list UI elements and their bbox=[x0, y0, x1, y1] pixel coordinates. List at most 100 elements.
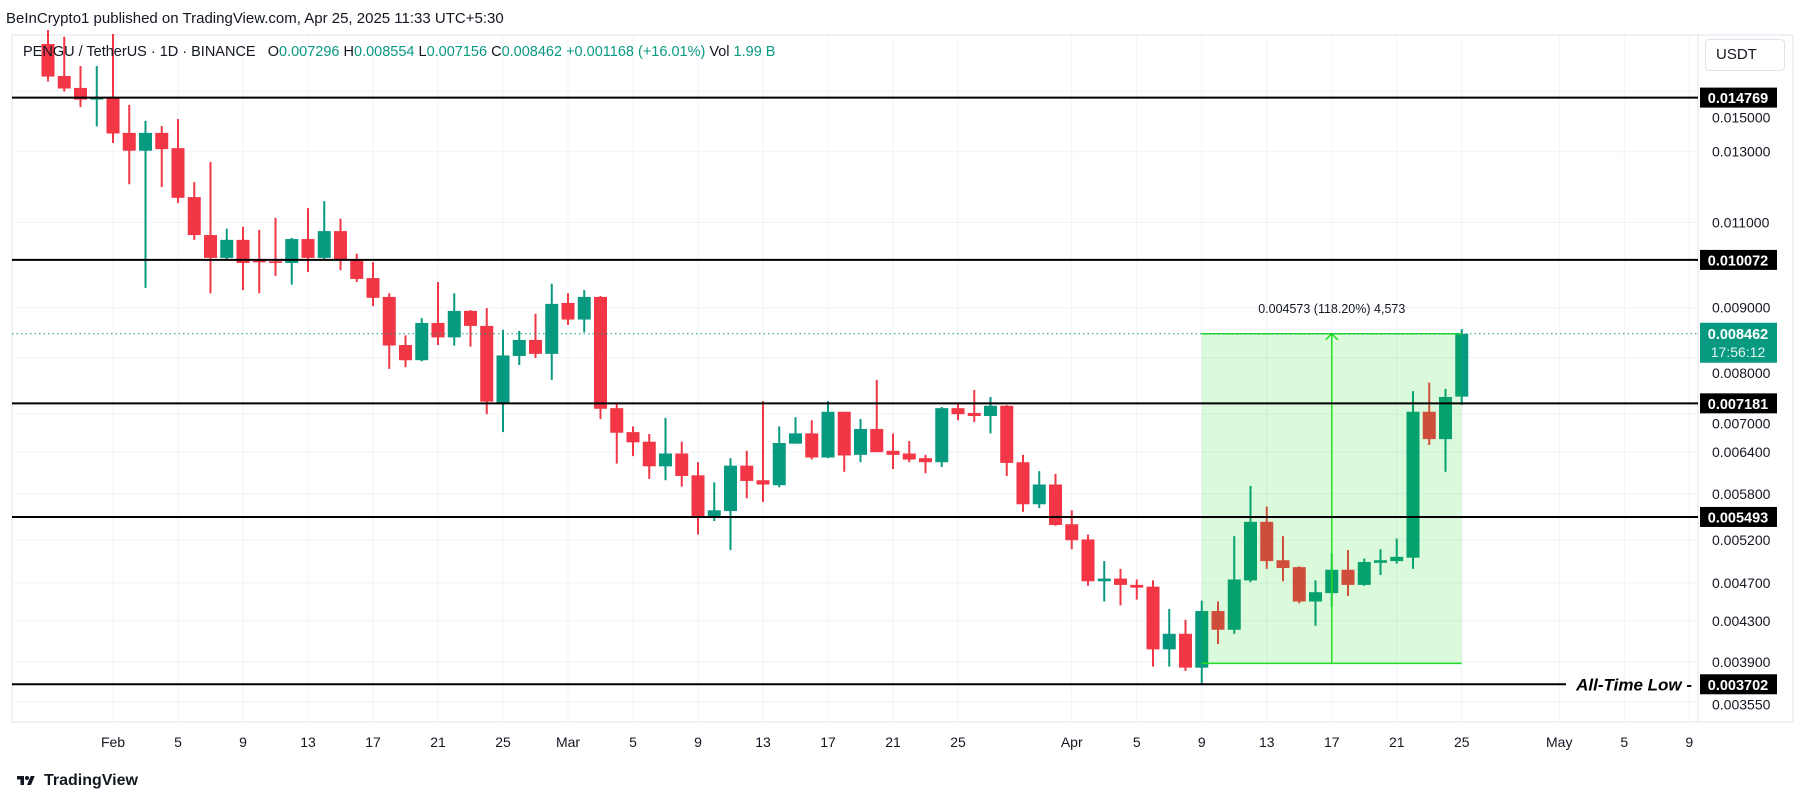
candle-up[interactable] bbox=[1195, 600, 1209, 685]
candle-down[interactable] bbox=[642, 434, 656, 479]
candle-body bbox=[41, 43, 55, 77]
candle-down[interactable] bbox=[561, 293, 575, 325]
candle-down[interactable] bbox=[236, 226, 250, 291]
candle-up[interactable] bbox=[496, 329, 510, 433]
candle-down[interactable] bbox=[431, 282, 445, 346]
candle-down[interactable] bbox=[106, 33, 120, 143]
candle-body bbox=[935, 408, 949, 463]
low-label: L bbox=[418, 44, 427, 60]
candle-down[interactable] bbox=[610, 403, 624, 464]
candle-up[interactable] bbox=[1097, 561, 1111, 602]
candle-down[interactable] bbox=[366, 262, 380, 307]
candle-down[interactable] bbox=[269, 217, 282, 276]
candle-down[interactable] bbox=[187, 182, 201, 240]
candle-down[interactable] bbox=[171, 119, 185, 203]
candle-down[interactable] bbox=[350, 253, 364, 283]
candle-up[interactable] bbox=[789, 417, 802, 444]
candle-down[interactable] bbox=[919, 454, 932, 474]
candle-down[interactable] bbox=[529, 313, 542, 359]
candle-up[interactable] bbox=[577, 290, 591, 333]
candle-up[interactable] bbox=[545, 283, 559, 380]
candle-up[interactable] bbox=[821, 401, 835, 459]
level-price-badge bbox=[1700, 87, 1777, 108]
candle-down[interactable] bbox=[399, 335, 412, 368]
candle-down[interactable] bbox=[967, 390, 981, 423]
candle-up[interactable] bbox=[139, 120, 152, 288]
last-price-value: 0.008462 bbox=[1708, 327, 1768, 343]
candle-down[interactable] bbox=[1000, 405, 1014, 477]
candle-up[interactable] bbox=[90, 66, 104, 127]
candle-down[interactable] bbox=[1081, 534, 1095, 586]
candle-up[interactable] bbox=[1227, 536, 1241, 634]
candle-up[interactable] bbox=[724, 458, 737, 551]
candle-down[interactable] bbox=[464, 309, 477, 347]
candle-body bbox=[334, 231, 347, 260]
candle-down[interactable] bbox=[41, 30, 55, 82]
currency-button[interactable]: USDT bbox=[1705, 39, 1785, 71]
candle-down[interactable] bbox=[74, 66, 87, 108]
candle-up[interactable] bbox=[285, 237, 299, 285]
candle-up[interactable] bbox=[1162, 609, 1176, 667]
candle-down[interactable] bbox=[334, 218, 347, 271]
candle-up[interactable] bbox=[1374, 549, 1387, 576]
candle-up[interactable] bbox=[1032, 471, 1046, 509]
candle-up[interactable] bbox=[220, 228, 234, 260]
candle-down[interactable] bbox=[691, 462, 705, 535]
candle-body bbox=[1049, 484, 1062, 525]
candle-down[interactable] bbox=[837, 411, 851, 472]
candle-down[interactable] bbox=[155, 126, 169, 188]
candle-down[interactable] bbox=[886, 433, 900, 470]
candle-down[interactable] bbox=[252, 229, 266, 294]
candle-down[interactable] bbox=[805, 420, 819, 460]
candle-body bbox=[285, 239, 299, 263]
candle-up[interactable] bbox=[854, 419, 867, 463]
price-tick-label: 0.006400 bbox=[1712, 444, 1771, 460]
candle-down[interactable] bbox=[1292, 566, 1306, 604]
candle-up[interactable] bbox=[1455, 329, 1469, 405]
candle-down[interactable] bbox=[1114, 568, 1127, 606]
candle-down[interactable] bbox=[740, 450, 754, 499]
candle-up[interactable] bbox=[447, 293, 461, 346]
candle-down[interactable] bbox=[594, 295, 607, 420]
candle-down[interactable] bbox=[1179, 619, 1192, 671]
candle-down[interactable] bbox=[870, 379, 884, 453]
candle-up[interactable] bbox=[1390, 538, 1404, 564]
tradingview-logo[interactable]: TradingView bbox=[14, 772, 138, 790]
candle-up[interactable] bbox=[659, 417, 672, 481]
high-label: H bbox=[343, 44, 354, 60]
candle-down[interactable] bbox=[204, 161, 217, 294]
candle-body bbox=[1211, 611, 1225, 630]
candle-down[interactable] bbox=[951, 403, 965, 421]
candle-up[interactable] bbox=[935, 406, 949, 467]
candle-up[interactable] bbox=[512, 330, 526, 366]
candle-up[interactable] bbox=[707, 482, 721, 522]
symbol-title[interactable]: PENGU / TetherUS · 1D · BINANCE bbox=[23, 44, 256, 60]
candle-down[interactable] bbox=[57, 36, 71, 92]
candle-up[interactable] bbox=[415, 318, 429, 362]
candle-down[interactable] bbox=[1049, 473, 1062, 526]
candle-up[interactable] bbox=[772, 426, 786, 488]
candle-up[interactable] bbox=[1406, 391, 1420, 569]
candle-down[interactable] bbox=[902, 441, 916, 463]
candle-down[interactable] bbox=[1276, 536, 1290, 582]
candle-down[interactable] bbox=[122, 104, 136, 185]
price-tick-label: 0.013000 bbox=[1712, 144, 1771, 160]
candle-down[interactable] bbox=[1130, 579, 1144, 600]
candle-up[interactable] bbox=[1244, 485, 1257, 583]
candle-up[interactable] bbox=[1309, 580, 1322, 626]
candle-down[interactable] bbox=[1211, 601, 1225, 645]
candle-down[interactable] bbox=[626, 426, 640, 457]
candle-up[interactable] bbox=[317, 201, 331, 260]
candle-down[interactable] bbox=[1341, 550, 1355, 596]
candle-down[interactable] bbox=[1422, 382, 1436, 445]
candle-down[interactable] bbox=[675, 441, 689, 487]
candle-down[interactable] bbox=[301, 208, 315, 272]
candle-up[interactable] bbox=[1357, 558, 1371, 586]
date-tick-label: 9 bbox=[1685, 734, 1693, 750]
candle-down[interactable] bbox=[1016, 454, 1030, 512]
candle-down[interactable] bbox=[756, 401, 770, 503]
candle-body bbox=[707, 510, 721, 518]
candle-down[interactable] bbox=[1146, 580, 1160, 667]
candle-down[interactable] bbox=[480, 308, 494, 415]
